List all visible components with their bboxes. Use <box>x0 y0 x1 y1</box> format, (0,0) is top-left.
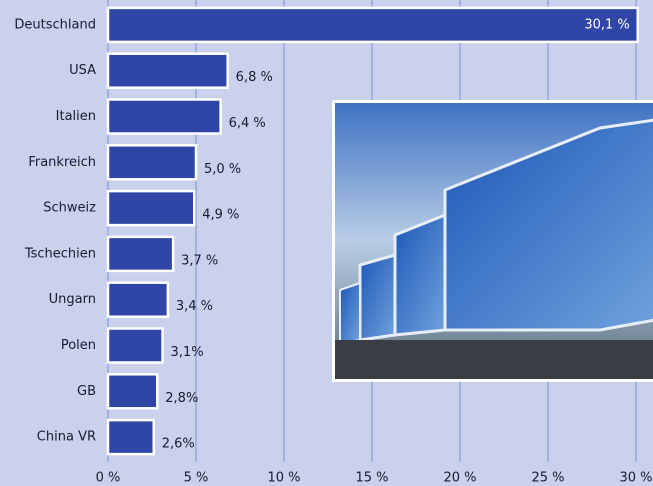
bar <box>106 235 175 273</box>
bar <box>106 281 170 318</box>
bar <box>106 144 198 181</box>
x-tick-label: 10 % <box>267 471 300 486</box>
value-label: 30,1 % <box>584 17 629 32</box>
x-tick-label: 5 % <box>184 471 209 486</box>
value-label: 2,8% <box>165 391 198 406</box>
value-label: 4,9 % <box>202 208 239 223</box>
value-label: 3,7 % <box>181 253 218 268</box>
y-tick-label: Schweiz <box>43 201 96 216</box>
value-label: 6,8 % <box>236 70 273 85</box>
y-tick-label: Italien <box>56 109 96 124</box>
x-tick-label: 25 % <box>531 471 564 486</box>
x-tick-label: 0 % <box>96 471 121 486</box>
x-tick-label: 20 % <box>443 471 476 486</box>
y-tick-label: USA <box>69 63 96 78</box>
bar <box>106 418 156 456</box>
photo <box>332 100 653 382</box>
y-tick-label: Polen <box>61 338 96 353</box>
x-tick-label: 15 % <box>355 471 388 486</box>
value-label: 6,4 % <box>229 116 266 131</box>
y-tick-label: GB <box>77 384 96 399</box>
y-tick-label: Frankreich <box>28 155 96 170</box>
value-label: 2,6% <box>162 437 195 452</box>
bar <box>106 98 222 135</box>
y-tick-label: Tschechien <box>24 246 96 261</box>
value-label: 3,1% <box>171 345 204 360</box>
bar <box>106 6 640 44</box>
bar <box>106 373 159 410</box>
y-tick-label: Ungarn <box>49 292 96 307</box>
y-tick-label: Deutschland <box>14 17 96 32</box>
value-label: 5,0 % <box>204 162 241 177</box>
y-tick-label: China VR <box>37 430 96 445</box>
bar <box>106 189 196 227</box>
bar <box>106 52 229 89</box>
bar <box>106 327 164 364</box>
value-label: 3,4 % <box>176 299 213 314</box>
x-tick-label: 30 % <box>619 471 652 486</box>
